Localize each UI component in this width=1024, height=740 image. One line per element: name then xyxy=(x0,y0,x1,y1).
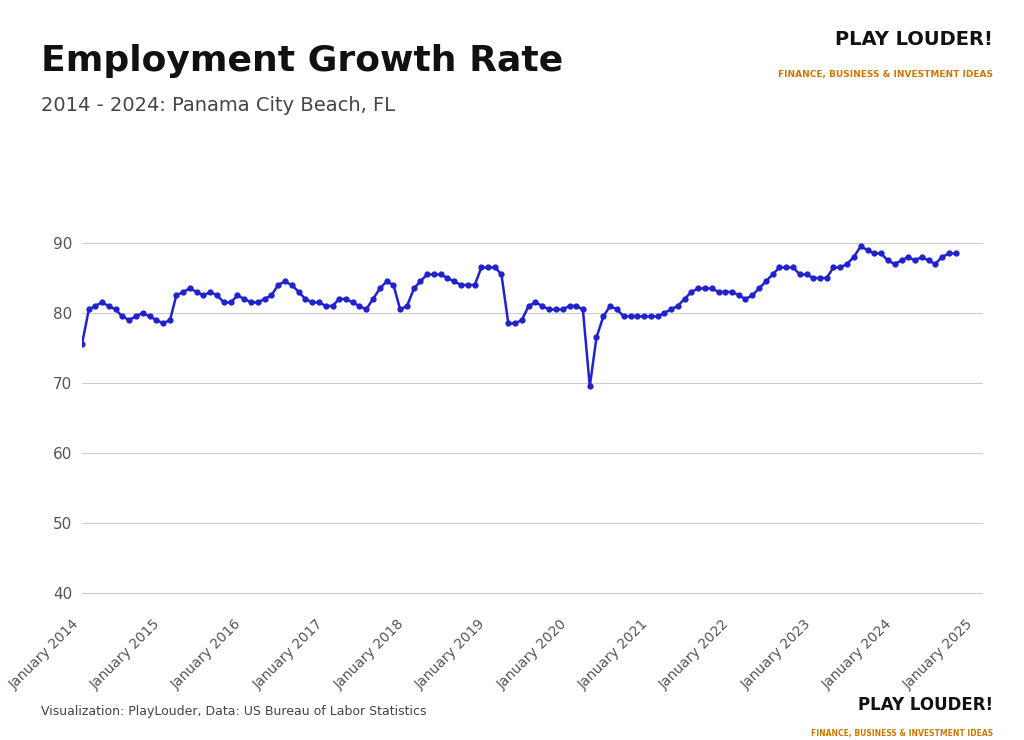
Text: FINANCE, BUSINESS & INVESTMENT IDEAS: FINANCE, BUSINESS & INVESTMENT IDEAS xyxy=(811,729,993,738)
Text: PLAY LOUDER!: PLAY LOUDER! xyxy=(836,30,993,49)
Text: PLAY LOUDER!: PLAY LOUDER! xyxy=(858,696,993,713)
Text: FINANCE, BUSINESS & INVESTMENT IDEAS: FINANCE, BUSINESS & INVESTMENT IDEAS xyxy=(778,70,993,79)
Text: 2014 - 2024: Panama City Beach, FL: 2014 - 2024: Panama City Beach, FL xyxy=(41,96,395,115)
Text: Visualization: PlayLouder, Data: US Bureau of Labor Statistics: Visualization: PlayLouder, Data: US Bure… xyxy=(41,704,426,718)
Text: Employment Growth Rate: Employment Growth Rate xyxy=(41,44,563,78)
